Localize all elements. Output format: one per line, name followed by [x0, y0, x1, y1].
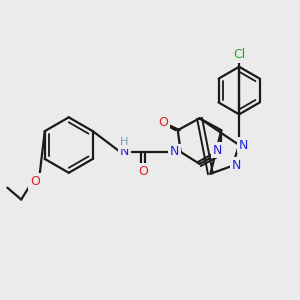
Text: N: N — [170, 146, 179, 158]
Text: N: N — [120, 146, 129, 158]
Text: O: O — [138, 165, 148, 178]
Text: H: H — [120, 137, 128, 147]
Text: N: N — [232, 159, 241, 172]
Text: N: N — [238, 139, 248, 152]
Text: Cl: Cl — [233, 48, 245, 62]
Text: O: O — [30, 175, 40, 188]
Text: O: O — [158, 116, 168, 129]
Text: N: N — [213, 143, 222, 157]
